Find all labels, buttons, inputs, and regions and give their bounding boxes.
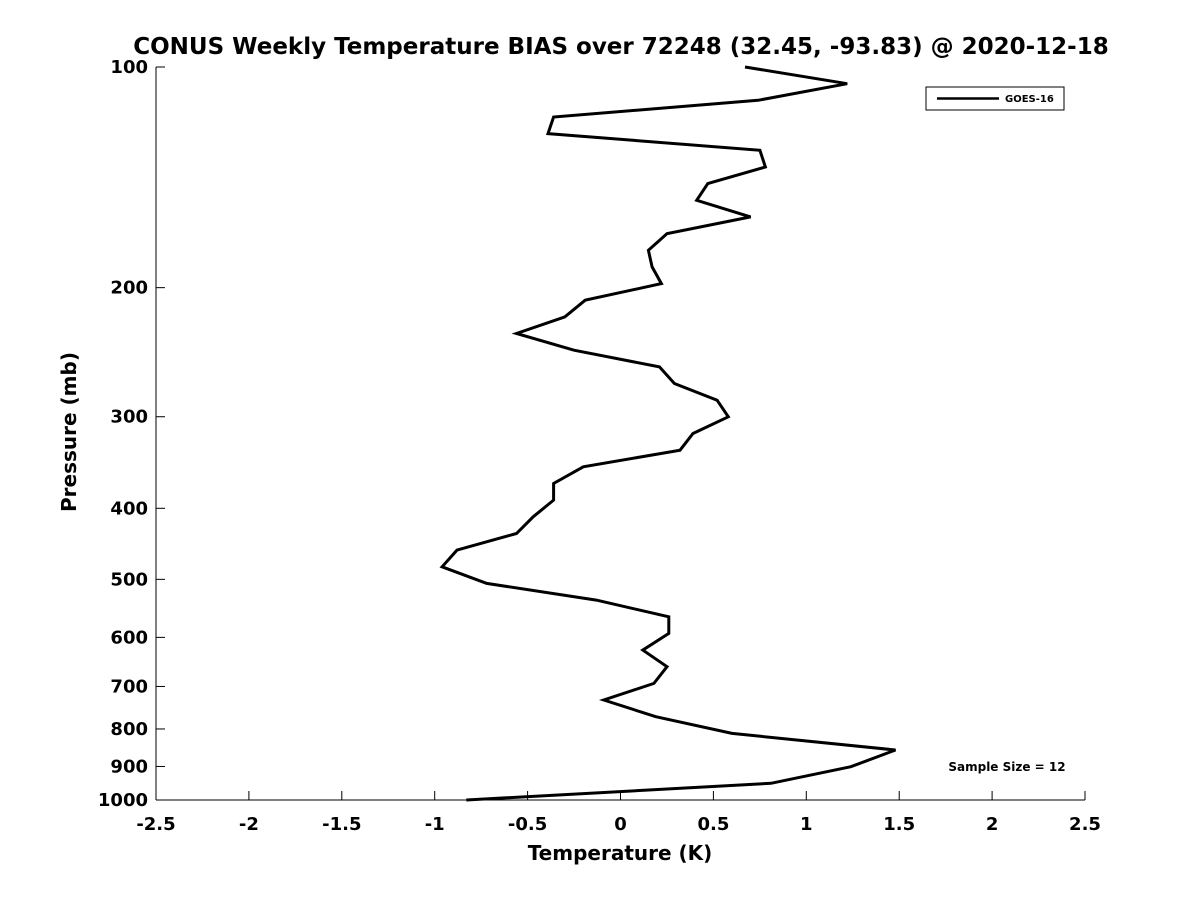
x-tick-label: -0.5 — [508, 814, 547, 835]
x-tick-label: 0.5 — [697, 814, 729, 835]
y-tick-label: 400 — [110, 498, 148, 519]
legend-label-goes-16: GOES-16 — [1005, 94, 1054, 105]
x-tick-label: -1 — [425, 814, 445, 835]
chart-title: CONUS Weekly Temperature BIAS over 72248… — [133, 34, 1108, 60]
y-tick-label: 900 — [110, 756, 148, 777]
x-tick-label: -2.5 — [136, 814, 175, 835]
y-tick-label: 600 — [110, 627, 148, 648]
axes: -2.5 -2 -1.5 -1 -0.5 0 0.5 1 1.5 2 2.5 100 200 300 400… — [98, 57, 1101, 835]
y-tick-label: 700 — [110, 676, 148, 697]
x-tick-label: 1 — [800, 814, 813, 835]
series-lines — [442, 67, 896, 800]
y-tick-label: 500 — [110, 569, 148, 590]
x-tick-label: 0 — [614, 814, 627, 835]
y-tick-label: 1000 — [98, 790, 148, 811]
series-line-goes-16 — [442, 67, 895, 800]
x-tick-label: -2 — [239, 814, 259, 835]
y-tick-label: 100 — [110, 57, 148, 78]
legend: GOES-16 — [926, 87, 1064, 110]
y-tick-label: 300 — [110, 407, 148, 428]
x-tick-label: 2 — [986, 814, 999, 835]
x-tick-label: 2.5 — [1069, 814, 1101, 835]
x-axis-label: Temperature (K) — [528, 841, 713, 865]
y-tick-label: 800 — [110, 719, 148, 740]
y-axis-label: Pressure (mb) — [57, 352, 81, 512]
x-tick-label: 1.5 — [883, 814, 915, 835]
x-tick-label: -1.5 — [322, 814, 361, 835]
y-tick-label: 200 — [110, 278, 148, 299]
sample-size-annotation: Sample Size = 12 — [948, 760, 1065, 774]
